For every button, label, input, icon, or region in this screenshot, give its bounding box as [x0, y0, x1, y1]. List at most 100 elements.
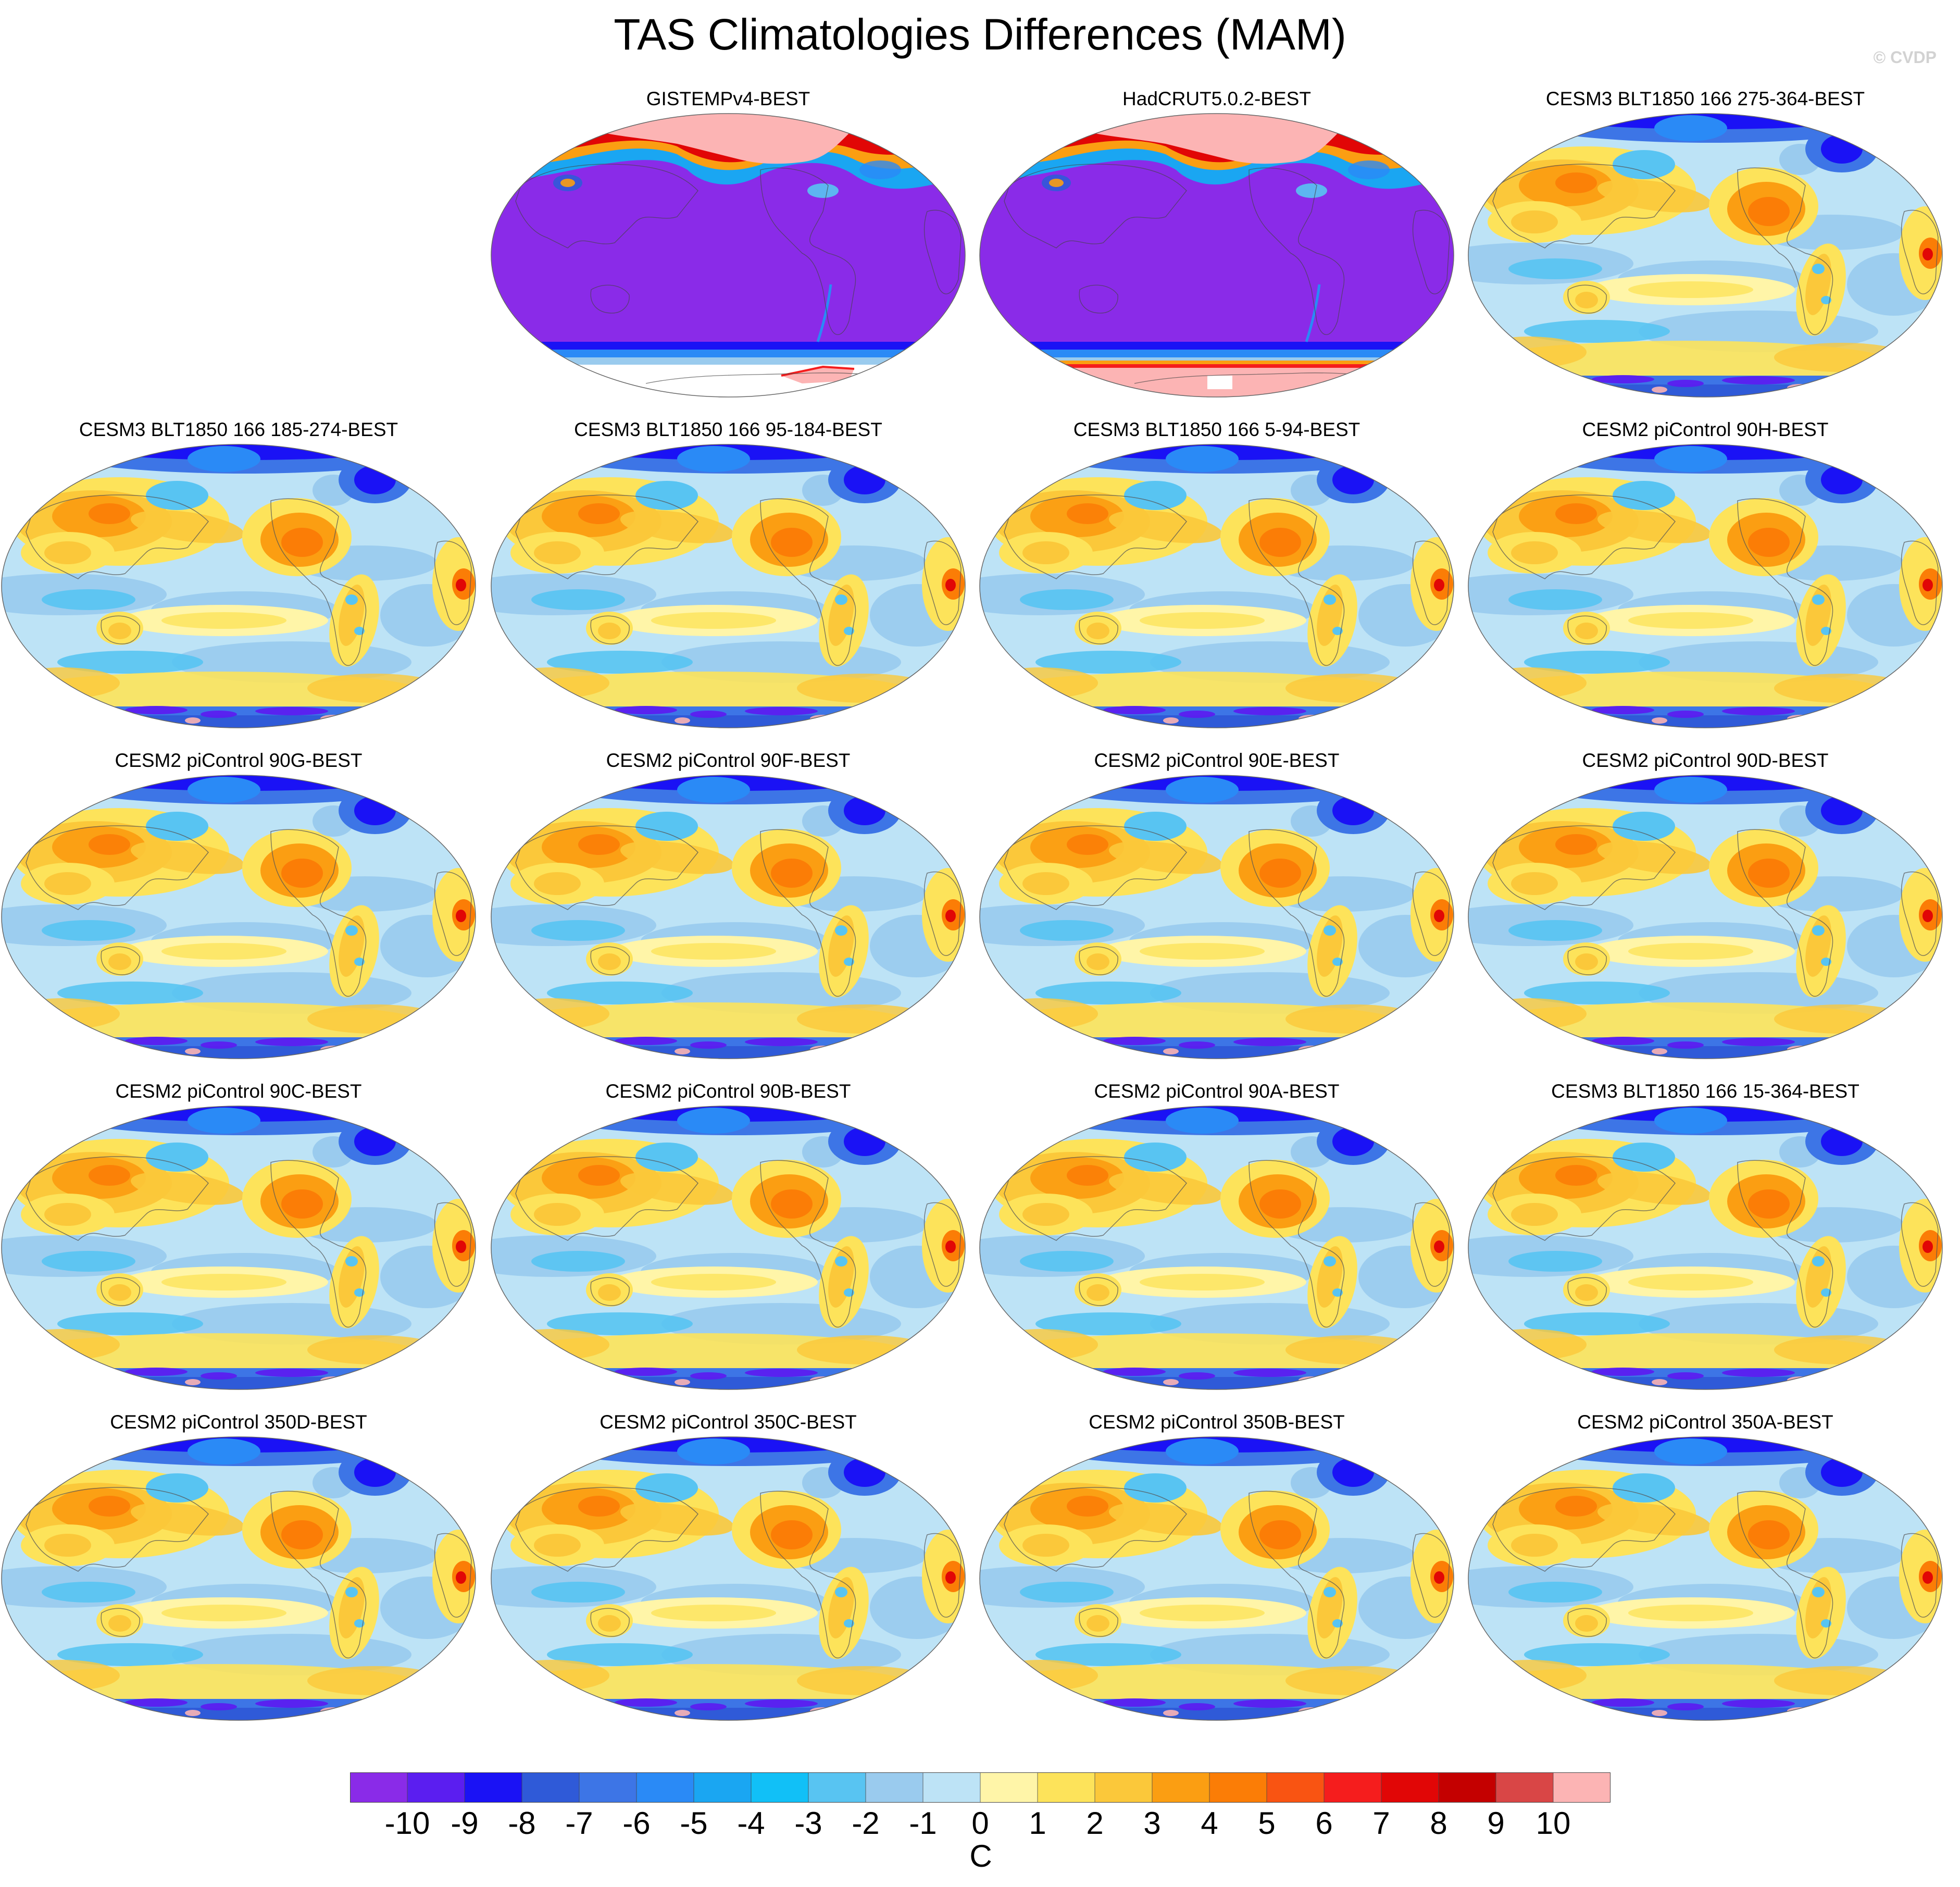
- map-panel: CESM3 BLT1850 166 95-184-BEST: [490, 418, 967, 731]
- panel-title: CESM3 BLT1850 166 185-274-BEST: [79, 419, 398, 440]
- colorbar-swatch: [407, 1772, 465, 1803]
- panel-title: CESM3 BLT1850 166 95-184-BEST: [574, 419, 882, 440]
- colorbar-tick-label: 0: [971, 1806, 989, 1841]
- map-svg: [491, 113, 966, 398]
- map-svg: [1, 444, 476, 728]
- colorbar-swatch: [1553, 1772, 1611, 1803]
- map-svg: [491, 775, 966, 1059]
- map-panel: HadCRUT5.0.2-BEST: [978, 88, 1455, 400]
- colorbar-swatch: [636, 1772, 694, 1803]
- colorbar-tick-label: 5: [1258, 1806, 1276, 1841]
- colorbar-swatch: [694, 1772, 752, 1803]
- map-panel: CESM2 piControl 90D-BEST: [1467, 749, 1944, 1062]
- map-svg: [1468, 444, 1943, 728]
- map-svg: [1, 775, 476, 1059]
- colorbar-swatch: [923, 1772, 981, 1803]
- panel-title: CESM3 BLT1850 166 5-94-BEST: [1073, 419, 1360, 440]
- colorbar-tick-label: 2: [1086, 1806, 1104, 1841]
- map-panel: CESM2 piControl 90H-BEST: [1467, 418, 1944, 731]
- panel-title: CESM2 piControl 90A-BEST: [1094, 1081, 1340, 1102]
- map-svg: [1468, 775, 1943, 1059]
- colorbar-swatch: [1095, 1772, 1153, 1803]
- colorbar-tick-label: -5: [680, 1806, 708, 1841]
- map-panel: CESM2 piControl 90A-BEST: [978, 1080, 1455, 1393]
- colorbar-tick-label: -9: [451, 1806, 479, 1841]
- map-svg: [1, 1106, 476, 1390]
- map-svg: [491, 444, 966, 728]
- map-panel: CESM3 BLT1850 166 5-94-BEST: [978, 418, 1455, 731]
- panel-title: CESM2 piControl 90E-BEST: [1094, 750, 1340, 771]
- colorbar-swatch: [751, 1772, 809, 1803]
- colorbar-swatch: [1152, 1772, 1210, 1803]
- panel-title: CESM3 BLT1850 166 15-364-BEST: [1551, 1081, 1859, 1102]
- map-svg: [979, 775, 1454, 1059]
- panel-title: CESM2 piControl 90D-BEST: [1582, 750, 1829, 771]
- colorbar-tick-label: 7: [1372, 1806, 1390, 1841]
- map-svg: [1468, 113, 1943, 398]
- colorbar-tick-label: -3: [794, 1806, 822, 1841]
- colorbar-tick-label: 10: [1535, 1806, 1571, 1841]
- map-svg: [1468, 1436, 1943, 1721]
- panel-title: CESM2 piControl 90G-BEST: [115, 750, 363, 771]
- map-panel: CESM2 piControl 90G-BEST: [0, 749, 477, 1062]
- colorbar-tick-label: -10: [384, 1806, 430, 1841]
- colorbar-swatch: [579, 1772, 637, 1803]
- panel-title: CESM2 piControl 90B-BEST: [605, 1081, 851, 1102]
- colorbar-swatch: [522, 1772, 580, 1803]
- map-svg: [1468, 1106, 1943, 1390]
- map-panel: CESM2 piControl 90F-BEST: [490, 749, 967, 1062]
- map-svg: [979, 444, 1454, 728]
- colorbar-swatch: [1209, 1772, 1267, 1803]
- map-panel: CESM2 piControl 350B-BEST: [978, 1411, 1455, 1723]
- map-panel: CESM3 BLT1850 166 15-364-BEST: [1467, 1080, 1944, 1393]
- colorbar-tick-label: 8: [1430, 1806, 1447, 1841]
- colorbar-tick-label: -6: [622, 1806, 651, 1841]
- panel-title: CESM2 piControl 350B-BEST: [1089, 1411, 1345, 1433]
- panel-title: CESM2 piControl 90F-BEST: [606, 750, 851, 771]
- panel-title: CESM2 piControl 350D-BEST: [110, 1411, 367, 1433]
- colorbar-tick-label: 4: [1201, 1806, 1218, 1841]
- colorbar-tick-label: -2: [852, 1806, 880, 1841]
- map-panel: CESM3 BLT1850 166 185-274-BEST: [0, 418, 477, 731]
- map-panel: CESM2 piControl 350C-BEST: [490, 1411, 967, 1723]
- panel-title: CESM2 piControl 90H-BEST: [1582, 419, 1829, 440]
- colorbar-swatch: [1324, 1772, 1382, 1803]
- colorbar-swatch: [465, 1772, 522, 1803]
- map-svg: [1, 1436, 476, 1721]
- colorbar-swatch: [808, 1772, 866, 1803]
- colorbar-tick-label: -4: [737, 1806, 765, 1841]
- colorbar-tick-label: -8: [508, 1806, 536, 1841]
- panel-title: CESM2 piControl 350C-BEST: [600, 1411, 857, 1433]
- colorbar-tick-label: 1: [1029, 1806, 1046, 1841]
- map-svg: [979, 113, 1454, 398]
- panel-title: CESM3 BLT1850 166 275-364-BEST: [1545, 88, 1865, 109]
- colorbar-swatch: [1267, 1772, 1325, 1803]
- map-panel: GISTEMPv4-BEST: [490, 88, 967, 400]
- colorbar-swatch: [1038, 1772, 1095, 1803]
- colorbar-swatch: [1496, 1772, 1554, 1803]
- colorbar-tick-label: 6: [1315, 1806, 1333, 1841]
- map-panel: CESM2 piControl 350A-BEST: [1467, 1411, 1944, 1723]
- map-svg: [491, 1436, 966, 1721]
- colorbar-swatch: [1381, 1772, 1439, 1803]
- map-svg: [491, 1106, 966, 1390]
- colorbar: [350, 1772, 1611, 1803]
- colorbar-tick-label: 3: [1143, 1806, 1161, 1841]
- colorbar-swatch: [350, 1772, 408, 1803]
- panel-title: HadCRUT5.0.2-BEST: [1122, 88, 1311, 109]
- colorbar-swatch: [1439, 1772, 1496, 1803]
- colorbar-tick-label: -7: [565, 1806, 593, 1841]
- map-panel: CESM2 piControl 90E-BEST: [978, 749, 1455, 1062]
- panel-title: CESM2 piControl 90C-BEST: [115, 1081, 362, 1102]
- colorbar-tick-label: 9: [1487, 1806, 1505, 1841]
- colorbar-swatch: [866, 1772, 923, 1803]
- map-svg: [979, 1106, 1454, 1390]
- colorbar-tick-label: -1: [909, 1806, 937, 1841]
- panel-title: GISTEMPv4-BEST: [646, 88, 810, 109]
- figure-title: TAS Climatologies Differences (MAM): [614, 10, 1346, 59]
- map-panel: CESM2 piControl 90B-BEST: [490, 1080, 967, 1393]
- map-panel: CESM2 piControl 350D-BEST: [0, 1411, 477, 1723]
- colorbar-unit: C: [969, 1839, 992, 1873]
- map-panel: CESM2 piControl 90C-BEST: [0, 1080, 477, 1393]
- panel-title: CESM2 piControl 350A-BEST: [1577, 1411, 1833, 1433]
